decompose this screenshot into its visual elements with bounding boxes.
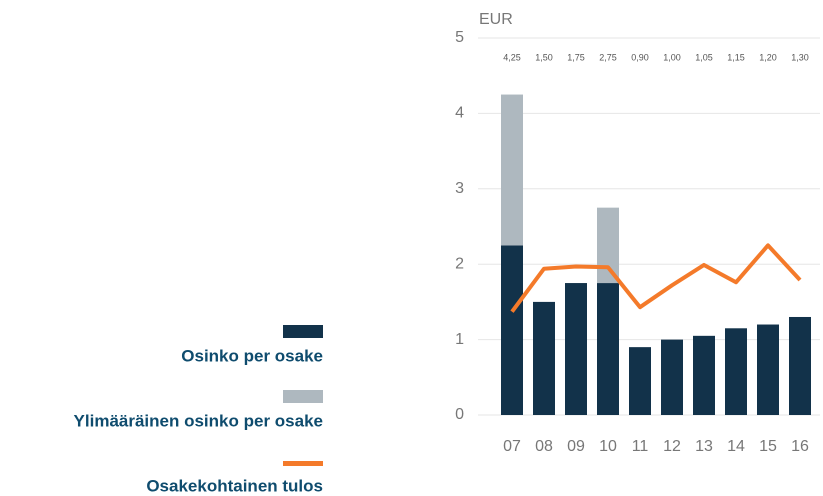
- y-axis-label: EUR: [479, 11, 513, 28]
- x-tick-label: 16: [791, 438, 809, 455]
- x-tick-label: 07: [503, 438, 521, 455]
- bar: [693, 335, 715, 415]
- bar: [501, 245, 523, 415]
- value-label: 2,75: [599, 52, 617, 62]
- y-tick-label: 1: [455, 331, 464, 348]
- value-label: 1,50: [535, 52, 553, 62]
- legend-label: Osakekohtainen tulos: [146, 476, 323, 495]
- x-tick-label: 10: [599, 438, 617, 455]
- value-label: 1,30: [791, 52, 809, 62]
- value-label: 1,75: [567, 52, 585, 62]
- bar: [533, 301, 555, 415]
- value-label: 1,15: [727, 52, 745, 62]
- value-label: 1,05: [695, 52, 713, 62]
- bar: [757, 324, 779, 415]
- value-label: 1,00: [663, 52, 681, 62]
- value-label: 1,20: [759, 52, 777, 62]
- y-tick-label: 2: [455, 255, 464, 272]
- bar: [565, 283, 587, 415]
- y-tick-label: 0: [455, 406, 464, 423]
- x-tick-label: 15: [759, 438, 777, 455]
- bar: [661, 339, 683, 415]
- legend-swatch: [283, 390, 323, 403]
- bar: [501, 94, 523, 246]
- legend-label: Osinko per osake: [181, 346, 323, 365]
- x-tick-label: 13: [695, 438, 713, 455]
- legend-swatch: [283, 325, 323, 338]
- x-tick-label: 09: [567, 438, 585, 455]
- value-label: 0,90: [631, 52, 649, 62]
- y-tick-label: 5: [455, 29, 464, 46]
- value-label: 4,25: [503, 52, 521, 62]
- x-tick-label: 12: [663, 438, 681, 455]
- legend-swatch: [283, 461, 323, 466]
- x-tick-label: 08: [535, 438, 553, 455]
- bar: [597, 207, 619, 284]
- bar: [789, 316, 811, 415]
- x-tick-label: 11: [632, 438, 649, 455]
- y-tick-label: 4: [455, 105, 464, 122]
- bar: [629, 347, 651, 415]
- y-tick-label: 3: [455, 180, 464, 197]
- line: [510, 243, 802, 313]
- bar: [597, 283, 619, 415]
- legend-label: Ylimääräinen osinko per osake: [74, 411, 323, 430]
- x-tick-label: 14: [727, 438, 745, 455]
- bar: [725, 328, 747, 415]
